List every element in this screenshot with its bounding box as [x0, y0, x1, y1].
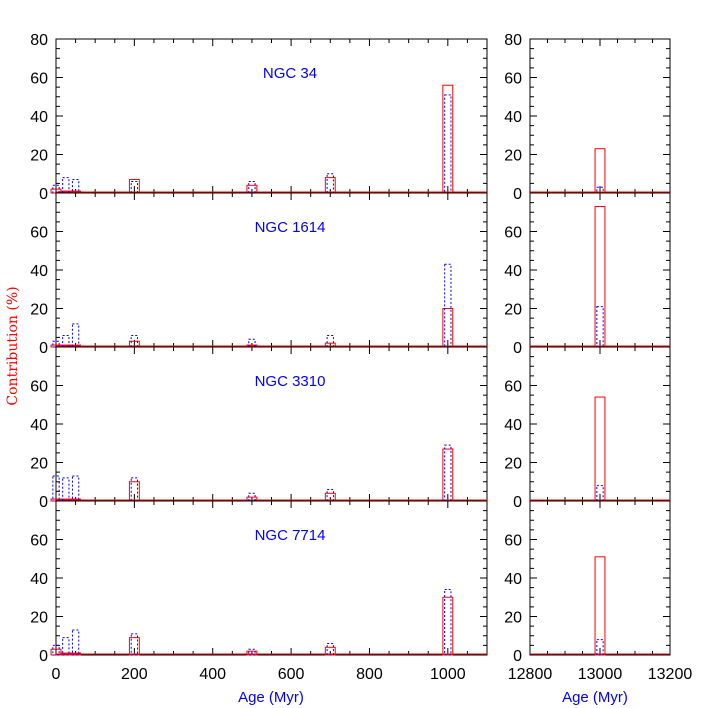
plot-frame-right — [529, 346, 671, 502]
x-tick-label-left: 200 — [121, 666, 148, 683]
y-tick-label-left: 20 — [30, 148, 48, 165]
x-tick-label-right: 12800 — [508, 666, 553, 683]
y-tick-label-right: 20 — [504, 302, 522, 319]
y-axis-title: Contribution (%) — [5, 286, 21, 405]
panel-1: 0 0 20 20 40 40 60 60 NGC 1614 — [30, 192, 671, 357]
panel-title: NGC 1614 — [255, 219, 326, 236]
x-tick-label-left: 400 — [199, 666, 226, 683]
panel-title: NGC 34 — [263, 65, 317, 82]
plot-frame-left — [55, 38, 488, 194]
bar-dotted-blue — [248, 648, 256, 656]
y-tick-label-right: 0 — [513, 340, 522, 357]
x-tick-label-right: 13000 — [578, 666, 623, 683]
x-tick-label-left: 0 — [52, 666, 61, 683]
bar-solid-red — [246, 650, 258, 656]
plot-frame-right — [529, 38, 671, 194]
y-tick-label-right: 80 — [504, 32, 522, 49]
panel-0: 0 0 20 20 40 40 60 60 80 80 NGC 34 — [30, 32, 671, 203]
y-tick-label-right: 40 — [504, 571, 522, 588]
bar-dotted-blue — [444, 94, 452, 194]
panel-2: 0 0 20 20 40 40 60 60 NGC 3310 — [30, 346, 671, 511]
y-tick-label-right: 40 — [504, 263, 522, 280]
y-tick-label-right: 60 — [504, 533, 522, 550]
bar-dotted-blue — [444, 263, 452, 348]
y-tick-label-left: 0 — [39, 186, 48, 203]
panel-title: NGC 3310 — [255, 373, 326, 390]
y-tick-label-left: 40 — [30, 109, 48, 126]
y-tick-label-left: 0 — [39, 494, 48, 511]
bar-dotted-blue — [326, 642, 334, 656]
y-tick-label-right: 0 — [513, 494, 522, 511]
bar-solid-red — [128, 637, 140, 656]
y-tick-label-left: 20 — [30, 302, 48, 319]
plot-frame-right — [529, 500, 671, 656]
bar-dotted-blue — [130, 633, 139, 656]
bar-solid-red — [594, 396, 606, 502]
y-tick-label-left: 60 — [30, 379, 48, 396]
y-tick-label-left: 20 — [30, 610, 48, 627]
y-tick-label-right: 20 — [504, 456, 522, 473]
bar-dotted-blue — [596, 186, 604, 194]
panel-3: 0 0 20 20 40 40 60 60 NGC 7714 — [30, 500, 671, 665]
y-tick-label-left: 40 — [30, 571, 48, 588]
y-tick-label-right: 60 — [504, 71, 522, 88]
y-tick-label-left: 40 — [30, 263, 48, 280]
bar-solid-red — [594, 556, 606, 656]
bar-dotted-blue — [62, 477, 70, 502]
bar-dotted-blue — [596, 639, 604, 656]
bar-dotted-blue — [62, 637, 70, 656]
y-tick-label-right: 60 — [504, 225, 522, 242]
bar-solid-red — [50, 648, 62, 656]
panel-title: NGC 7714 — [255, 527, 326, 544]
y-tick-label-left: 80 — [30, 32, 48, 49]
plot-frame-left — [55, 346, 488, 502]
x-tick-label-left: 800 — [356, 666, 383, 683]
x-tick-label-left: 600 — [278, 666, 305, 683]
y-tick-label-right: 20 — [504, 610, 522, 627]
bar-dotted-blue — [71, 179, 80, 194]
y-tick-label-right: 20 — [504, 148, 522, 165]
y-tick-label-right: 0 — [513, 186, 522, 203]
y-tick-label-right: 0 — [513, 648, 522, 665]
y-tick-label-left: 0 — [39, 648, 48, 665]
y-tick-label-right: 60 — [504, 379, 522, 396]
x-axis-title-right: Age (Myr) — [562, 689, 628, 706]
plot-frame-right — [529, 192, 671, 348]
x-tick-label-left: 1000 — [430, 666, 466, 683]
x-axis-title-left: Age (Myr) — [238, 689, 304, 706]
plot-frame-left — [55, 500, 488, 656]
y-tick-label-left: 60 — [30, 225, 48, 242]
bar-dotted-blue — [444, 589, 452, 656]
bar-solid-red — [70, 652, 82, 656]
y-tick-label-left: 20 — [30, 456, 48, 473]
bar-solid-red — [442, 596, 454, 656]
y-tick-label-left: 40 — [30, 417, 48, 434]
bar-dotted-blue — [444, 444, 452, 502]
bar-dotted-blue — [52, 340, 60, 348]
y-tick-label-right: 40 — [504, 109, 522, 126]
plot-frame-left — [55, 192, 488, 348]
x-tick-label-right: 13200 — [648, 666, 693, 683]
y-tick-label-left: 0 — [39, 340, 48, 357]
y-tick-label-left: 60 — [30, 533, 48, 550]
y-tick-label-left: 60 — [30, 71, 48, 88]
y-tick-label-right: 40 — [504, 417, 522, 434]
